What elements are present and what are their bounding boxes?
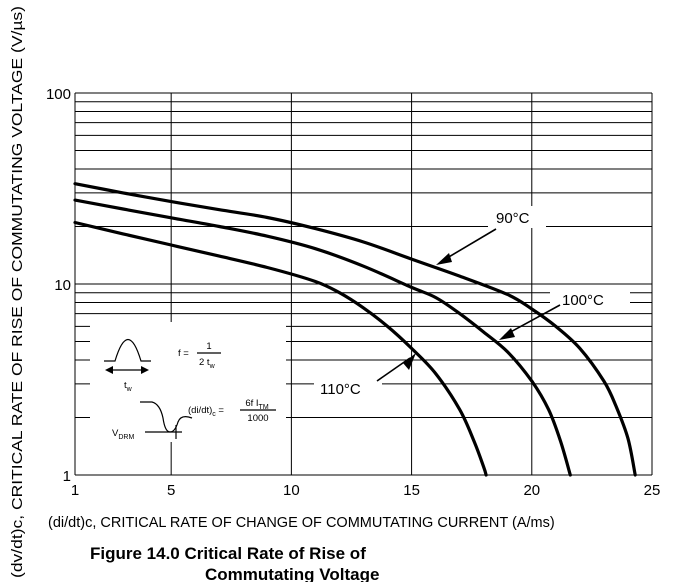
x-tick-label: 5 bbox=[167, 482, 175, 499]
didt-formula-label: (di/dt)c = bbox=[188, 405, 224, 418]
leader-arrowhead-100c bbox=[499, 328, 515, 340]
leader-arrowhead-110c bbox=[403, 353, 416, 370]
series-curve-100c bbox=[73, 198, 572, 477]
x-tick-label: 15 bbox=[403, 482, 420, 499]
series-label-100c: 100°C bbox=[562, 292, 604, 309]
x-tick-label: 1 bbox=[71, 482, 79, 499]
figure-caption-line-1: Figure 14.0 Critical Rate of Rise of bbox=[90, 544, 366, 563]
series-label-group-110: 110°C bbox=[314, 353, 416, 399]
series-label-group-100: 100°C bbox=[499, 288, 630, 340]
series-label-110c: 110°C bbox=[320, 381, 361, 398]
tw-arrow-left-icon bbox=[105, 366, 113, 374]
series-curve-90c bbox=[73, 182, 637, 477]
tw-label: tw bbox=[124, 380, 133, 393]
x-tick-label: 10 bbox=[283, 482, 300, 499]
chart-curves bbox=[73, 182, 637, 477]
y-tick-label: 10 bbox=[54, 277, 71, 294]
series-label-bg-110 bbox=[314, 377, 382, 399]
figure-caption-line-2: Commutating Voltage bbox=[205, 565, 379, 582]
leader-line-100c bbox=[504, 304, 561, 336]
leader-line-110c bbox=[376, 357, 411, 382]
leader-line-90c bbox=[441, 228, 497, 262]
x-tick-label: 25 bbox=[644, 482, 661, 499]
vdrm-label: VDRM bbox=[112, 428, 134, 441]
frequency-formula-denominator: 2 tw bbox=[199, 357, 216, 370]
y-axis-label: (dv/dt)c, CRITICAL RATE OF RISE OF COMMU… bbox=[10, 6, 26, 578]
x-axis-label: (di/dt)c, CRITICAL RATE OF CHANGE OF COM… bbox=[48, 515, 555, 531]
frequency-formula-numerator: 1 bbox=[206, 341, 211, 352]
series-label-90c: 90°C bbox=[496, 210, 530, 227]
y-tick-label: 1 bbox=[63, 468, 71, 485]
series-curve-110c bbox=[73, 220, 488, 477]
series-label-bg-90 bbox=[488, 206, 546, 228]
waveform-inset: tw f = 1 2 tw VDRM (di/dt)c = 6f ITM 100… bbox=[90, 322, 286, 442]
inset-background bbox=[90, 322, 286, 442]
y-tick-label: 100 bbox=[46, 86, 71, 103]
leader-arrowhead-90c bbox=[436, 253, 452, 265]
tw-arrow-right-icon bbox=[141, 366, 149, 374]
series-label-bg-100 bbox=[550, 288, 630, 310]
x-tick-label: 20 bbox=[523, 482, 540, 499]
didt-formula-numerator: 6f ITM bbox=[245, 398, 268, 411]
didt-formula-denominator: 1000 bbox=[247, 413, 268, 424]
series-label-group-90: 90°C bbox=[436, 206, 546, 265]
frequency-formula-label: f = bbox=[178, 348, 189, 359]
current-pulse-waveform-icon bbox=[104, 339, 151, 362]
